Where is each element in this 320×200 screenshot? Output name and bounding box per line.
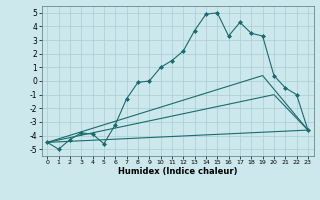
X-axis label: Humidex (Indice chaleur): Humidex (Indice chaleur) (118, 167, 237, 176)
